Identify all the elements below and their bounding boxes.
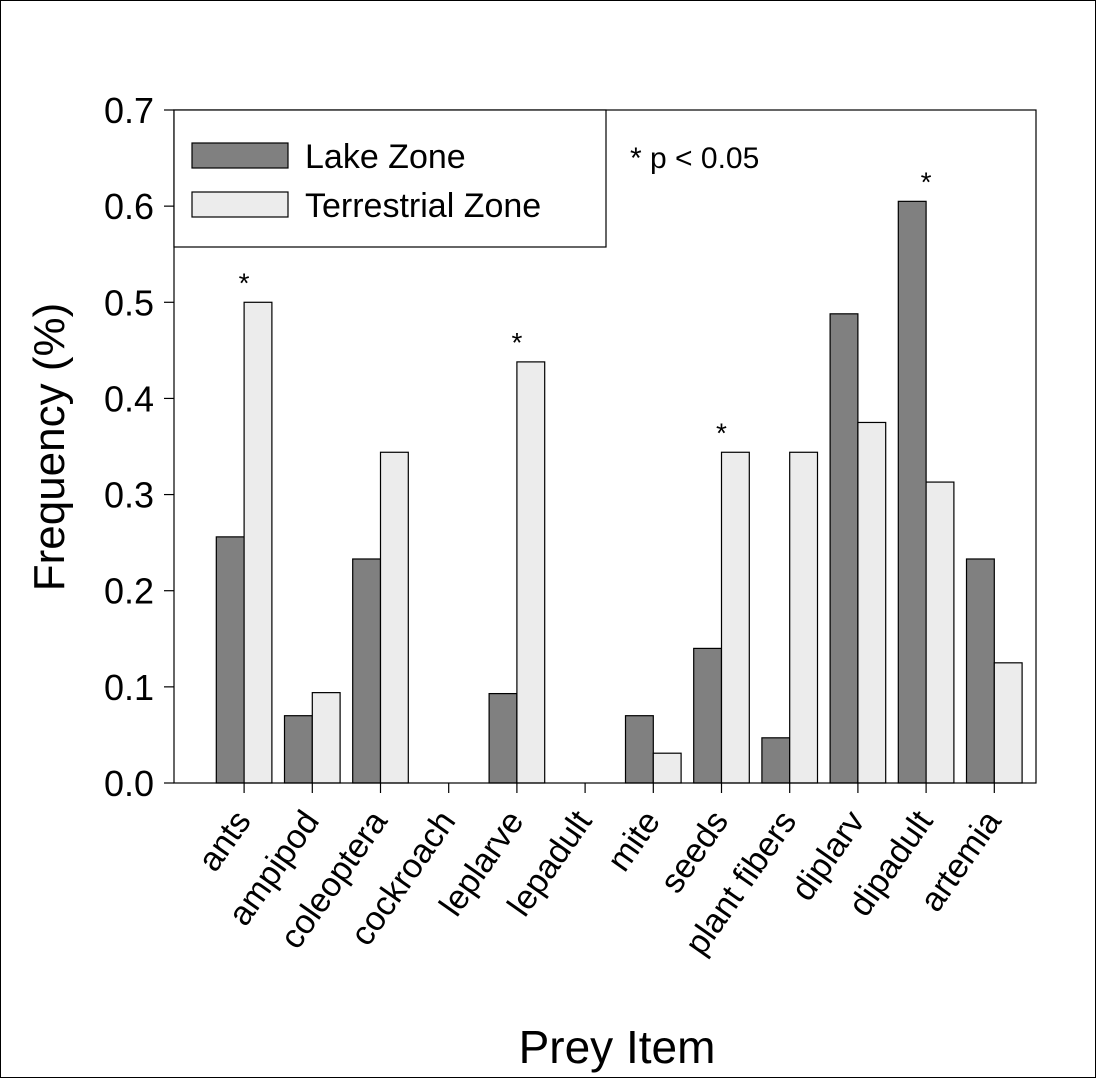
bar-terrestrial-leplarve [516, 361, 546, 784]
legend-label-terrestrial-zone: Terrestrial Zone [305, 187, 541, 225]
legend-box [173, 109, 607, 248]
y-tick-label-3: 0.3 [104, 475, 154, 516]
legend-label-lake-zone: Lake Zone [305, 138, 466, 176]
bar-lake-ampipod [283, 715, 313, 784]
bar-terrestrial-ampipod [311, 692, 341, 784]
significance-star-leplarve: * [511, 327, 522, 358]
bar-lake-seeds [693, 647, 723, 784]
y-tick-label-0: 0.0 [104, 763, 154, 804]
y-tick-label-5: 0.5 [104, 282, 154, 323]
bar-terrestrial-mite [652, 752, 682, 784]
bar-terrestrial-ants [243, 301, 273, 784]
significance-annotation: * p < 0.05 [630, 142, 759, 175]
bar-lake-mite [624, 715, 654, 784]
legend-swatch-terrestrial-zone [191, 191, 289, 218]
significance-markers: * * * * [239, 166, 932, 448]
y-tick-label-2: 0.2 [104, 571, 154, 612]
y-tick-label-6: 0.6 [104, 186, 154, 227]
bar-lake-ants [215, 536, 245, 784]
legend: Lake Zone Terrestrial Zone [173, 109, 607, 248]
significance-star-seeds: * [716, 417, 727, 448]
legend-swatch-lake-zone [191, 142, 289, 169]
significance-star-ants: * [239, 267, 250, 298]
bar-lake-dipadult [897, 200, 927, 784]
bar-terrestrial-dipadult [925, 481, 955, 784]
significance-star-dipadult: * [921, 166, 932, 197]
bar-lake-diplarv [829, 313, 859, 784]
bar-lake-coleoptera [352, 558, 382, 784]
bars [215, 200, 1023, 784]
bar-terrestrial-artemia [993, 662, 1023, 784]
bar-terrestrial-seeds [720, 451, 750, 784]
bar-lake-artemia [965, 558, 995, 784]
x-tick-label-mite: mite [600, 804, 668, 878]
bar-terrestrial-plant-fibers [789, 451, 819, 784]
bar-lake-plant-fibers [761, 737, 791, 784]
bar-lake-leplarve [488, 692, 518, 784]
y-axis: 0.0 0.1 0.2 0.3 0.4 0.5 0.6 0.7 [104, 90, 174, 804]
y-axis-title: Frequency (%) [25, 303, 74, 592]
y-tick-label-1: 0.1 [104, 667, 154, 708]
x-axis-title: Prey Item [519, 1021, 716, 1073]
bar-terrestrial-diplarv [857, 421, 887, 784]
x-axis: antsampipodcoleopteracockroachleplarvele… [191, 783, 1009, 962]
x-tick-label-ants: ants [191, 804, 259, 878]
y-tick-label-4: 0.4 [104, 378, 154, 419]
bar-terrestrial-coleoptera [379, 451, 409, 784]
y-tick-label-7: 0.7 [104, 90, 154, 131]
